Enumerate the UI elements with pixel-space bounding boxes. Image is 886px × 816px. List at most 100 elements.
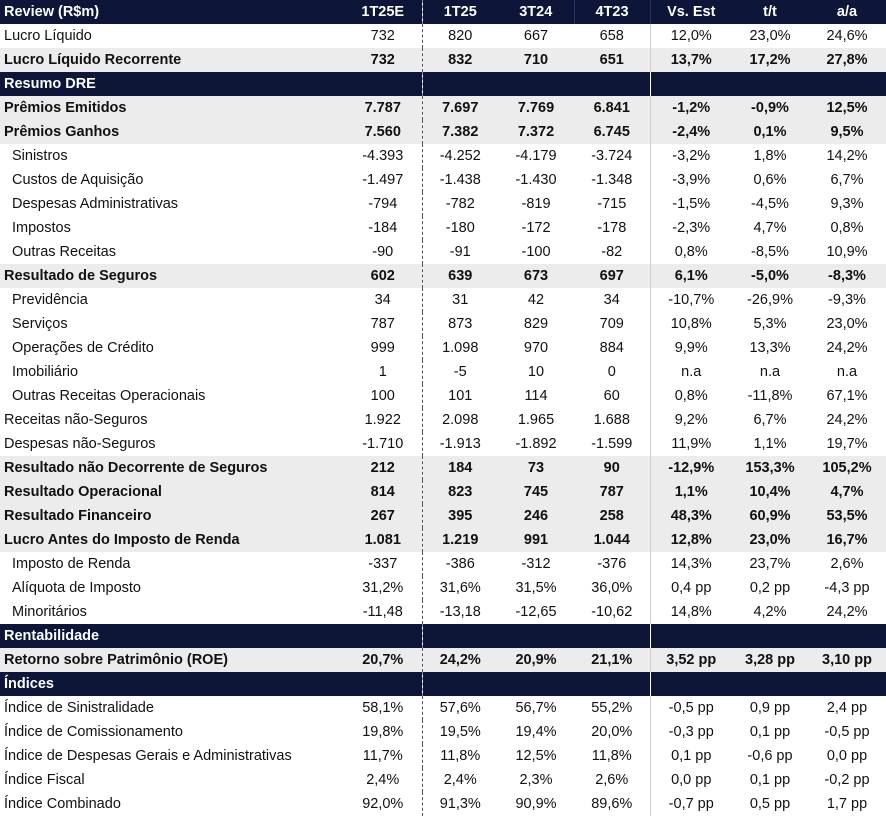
- row-label: Sinistros: [12, 148, 68, 164]
- table-cell: -12,65: [515, 604, 557, 620]
- table-cell: -10,7%: [668, 292, 715, 308]
- table-cell: 829: [523, 316, 549, 332]
- table-cell: 31,5%: [515, 580, 557, 596]
- table-cell: -8,3%: [808, 264, 886, 288]
- table-cell: 0,8%: [674, 388, 708, 404]
- row-label: Resultado de Seguros: [0, 264, 344, 288]
- table-cell: 7.372: [498, 120, 574, 144]
- column-header: 1T25: [422, 0, 498, 24]
- table-cell: 2,4 pp: [826, 700, 868, 716]
- table-cell: 12,8%: [650, 528, 732, 552]
- table-cell: 23,0%: [732, 528, 808, 552]
- row-label: Custos de Aquisição: [12, 172, 144, 188]
- table-cell: 7.697: [422, 96, 498, 120]
- table-cell: -9,3%: [828, 292, 866, 308]
- table-cell: 1.081: [344, 528, 423, 552]
- table-cell: 184: [422, 456, 498, 480]
- table-row: Prêmios Emitidos 7.787 7.697 7.769 6.841 -1,2…: [0, 96, 886, 120]
- section-title: Rentabilidade: [0, 624, 344, 648]
- section-filler-cell: [498, 72, 574, 96]
- table-cell: -376: [574, 552, 651, 576]
- table-row: Índice de Despesas Gerais e Administrati…: [0, 744, 886, 768]
- table-cell: 814: [344, 480, 423, 504]
- table-cell: 246: [498, 504, 574, 528]
- table-cell: 27,8%: [808, 48, 886, 72]
- section-filler-cell: [808, 672, 886, 696]
- column-header: 1T25E: [344, 0, 423, 24]
- table-cell: -11,8%: [747, 388, 793, 404]
- table-cell: 14,8%: [670, 604, 712, 620]
- table-cell: 673: [498, 264, 574, 288]
- table-cell: -2,3%: [672, 220, 711, 236]
- row-label: Serviços: [12, 316, 68, 332]
- section-filler-cell: [422, 72, 498, 96]
- table-row: Índice Combinado 92,0% 91,3% 90,9% 89,6% -0,7…: [0, 792, 886, 816]
- header-label: Review (R$m): [0, 0, 344, 24]
- table-row: Resultado Financeiro 267 395 246 258 48,3% 60,…: [0, 504, 886, 528]
- table-cell: 10,9%: [826, 244, 868, 260]
- table-cell: -172: [521, 220, 551, 236]
- table-row: Outras Receitas -90 -91 -100 -82 0,8% -8,5% 10,…: [0, 240, 886, 264]
- table-cell: 60,9%: [732, 504, 808, 528]
- table-cell: 34: [574, 288, 651, 312]
- table-cell: -2,4%: [650, 120, 732, 144]
- table-cell: 258: [574, 504, 651, 528]
- table-cell: 67,1%: [826, 388, 868, 404]
- table-cell: 0,1 pp: [749, 772, 791, 788]
- table-cell: 6,7%: [753, 412, 787, 428]
- table-row: Lucro Antes do Imposto de Renda 1.081 1.21…: [0, 528, 886, 552]
- row-label: Índice Combinado: [4, 796, 121, 812]
- section-filler-cell: [498, 672, 574, 696]
- column-header: t/t: [732, 0, 808, 24]
- table-cell: 114: [524, 388, 548, 404]
- table-cell: 0,8%: [830, 220, 864, 236]
- table-cell: 267: [344, 504, 423, 528]
- table-cell: 101: [448, 388, 473, 404]
- table-cell: -1.430: [515, 172, 557, 188]
- row-label: Índice de Sinistralidade: [4, 700, 154, 716]
- table-cell: -4.252: [439, 148, 481, 164]
- table-cell: 6,7%: [830, 172, 864, 188]
- table-cell: 7.382: [422, 120, 498, 144]
- table-row: Minoritários -11,48 -13,18 -12,65 -10,62 14,8…: [0, 600, 886, 624]
- table-row: Alíquota de Imposto 31,2% 31,6% 31,5% 36,0% 0…: [0, 576, 886, 600]
- table-cell: 732: [344, 48, 423, 72]
- row-label: Despesas Administrativas: [12, 196, 179, 212]
- table-cell: 14,3%: [670, 556, 712, 572]
- section-header-row: Rentabilidade: [0, 624, 886, 648]
- row-label: Minoritários: [12, 604, 87, 620]
- table-cell: 395: [422, 504, 498, 528]
- row-label: Outras Receitas: [12, 244, 116, 260]
- table-cell: 12,5%: [808, 96, 886, 120]
- table-cell: 4,2%: [753, 604, 787, 620]
- table-cell: -13,18: [439, 604, 481, 620]
- table-cell: 100: [344, 384, 423, 408]
- table-cell: 0,6%: [753, 172, 787, 188]
- column-header: a/a: [808, 0, 886, 24]
- table-cell: 60: [574, 384, 651, 408]
- table-cell: 57,6%: [439, 700, 481, 716]
- table-cell: 48,3%: [650, 504, 732, 528]
- table-cell: -1.913: [439, 436, 481, 452]
- table-cell: 999: [344, 336, 423, 360]
- table-cell: 6.745: [574, 120, 651, 144]
- table-cell: 31,2%: [344, 576, 423, 600]
- row-label: Imposto de Renda: [12, 556, 131, 572]
- table-cell: 1.044: [574, 528, 651, 552]
- table-cell: -91: [449, 244, 471, 260]
- table-cell: 0,1%: [732, 120, 808, 144]
- table-cell: 90: [574, 456, 651, 480]
- table-cell: 92,0%: [344, 792, 423, 816]
- table-cell: -1,5%: [672, 196, 711, 212]
- table-cell: -3,2%: [672, 148, 711, 164]
- section-filler-cell: [808, 72, 886, 96]
- table-cell: -1.497: [344, 168, 423, 192]
- section-filler-cell: [498, 624, 574, 648]
- table-cell: n.a: [836, 364, 858, 380]
- table-row: Lucro Líquido 732 820 667 658 12,0% 23,0% 24,6%: [0, 24, 886, 48]
- table-cell: 0,9 pp: [749, 700, 791, 716]
- row-label: Índice Fiscal: [4, 772, 85, 788]
- table-cell: -3.724: [574, 144, 651, 168]
- row-label: Receitas não-Seguros: [4, 412, 148, 428]
- table-cell: 31,6%: [439, 580, 481, 596]
